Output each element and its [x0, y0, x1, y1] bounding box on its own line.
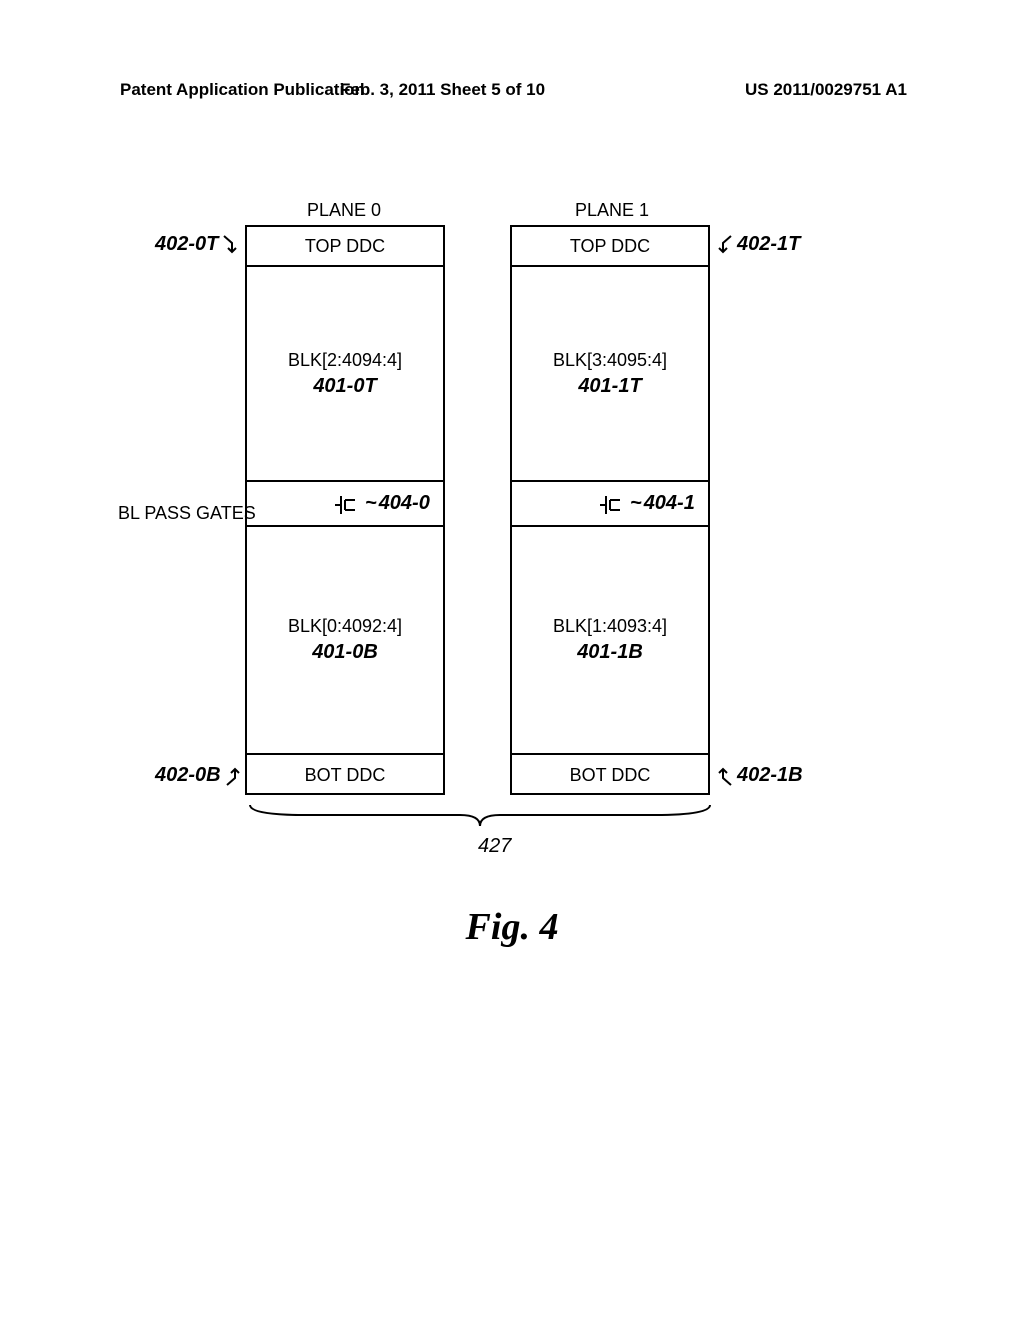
header-right: US 2011/0029751 A1 — [745, 80, 907, 100]
tilde-icon: ~ — [365, 492, 377, 515]
plane0-bot-blk-ref: 401-0B — [312, 641, 378, 664]
plane0-bot-blk-text: BLK[0:4092:4] — [288, 616, 402, 637]
callout-402-1T: 402-1T — [715, 233, 800, 256]
bl-pass-gates-label: BL PASS GATES — [118, 503, 256, 524]
plane1-gates-row: ~ 404-1 — [512, 482, 708, 527]
plane0-top-block: BLK[2:4094:4] 401-0T — [247, 267, 443, 482]
transistor-icon — [600, 492, 626, 518]
tilde-icon: ~ — [630, 492, 642, 515]
bottom-brace — [245, 800, 745, 840]
callout-402-0B: 402-0B — [155, 764, 243, 787]
plane1-top-blk-ref: 401-1T — [578, 375, 641, 398]
pointer-hook-icon — [225, 765, 243, 787]
plane0-bot-ddc: BOT DDC — [247, 755, 443, 795]
plane1-top-block: BLK[3:4095:4] 401-1T — [512, 267, 708, 482]
plane1-bot-block: BLK[1:4093:4] 401-1B — [512, 527, 708, 755]
plane0-gate-ref: ~ 404-0 — [365, 492, 430, 515]
plane0-bot-block: BLK[0:4092:4] 401-0B — [247, 527, 443, 755]
pointer-hook-icon — [222, 234, 240, 256]
plane0-gates-row: ~ 404-0 — [247, 482, 443, 527]
callout-text: 402-0B — [155, 764, 221, 787]
transistor-icon — [335, 492, 361, 518]
callout-text: 402-1B — [737, 764, 803, 787]
pointer-hook-icon — [715, 765, 733, 787]
plane1-top-ddc: TOP DDC — [512, 227, 708, 267]
plane1-gate-ref: ~ 404-1 — [630, 492, 695, 515]
pointer-hook-icon — [715, 234, 733, 256]
callout-402-1B: 402-1B — [715, 764, 803, 787]
plane0-top-blk-text: BLK[2:4094:4] — [288, 350, 402, 371]
header-mid: Feb. 3, 2011 Sheet 5 of 10 — [340, 80, 545, 100]
plane1-top-blk-text: BLK[3:4095:4] — [553, 350, 667, 371]
gate-ref-text: 404-1 — [644, 492, 695, 515]
brace-ref: 427 — [478, 835, 511, 858]
plane1: TOP DDC BLK[3:4095:4] 401-1T ~ 404-1 BLK — [510, 225, 710, 795]
plane0-title: PLANE 0 — [307, 200, 381, 221]
plane1-bot-blk-ref: 401-1B — [577, 641, 643, 664]
gate-ref-text: 404-0 — [379, 492, 430, 515]
plane0: TOP DDC BLK[2:4094:4] 401-0T ~ 404-0 BLK — [245, 225, 445, 795]
callout-402-0T: 402-0T — [155, 233, 240, 256]
callout-text: 402-0T — [155, 233, 218, 256]
plane1-bot-ddc: BOT DDC — [512, 755, 708, 795]
plane0-top-blk-ref: 401-0T — [313, 375, 376, 398]
header-left: Patent Application Publication — [120, 80, 365, 100]
plane1-title: PLANE 1 — [575, 200, 649, 221]
plane1-bot-blk-text: BLK[1:4093:4] — [553, 616, 667, 637]
plane0-top-ddc: TOP DDC — [247, 227, 443, 267]
callout-text: 402-1T — [737, 233, 800, 256]
figure-caption: Fig. 4 — [0, 905, 1024, 949]
